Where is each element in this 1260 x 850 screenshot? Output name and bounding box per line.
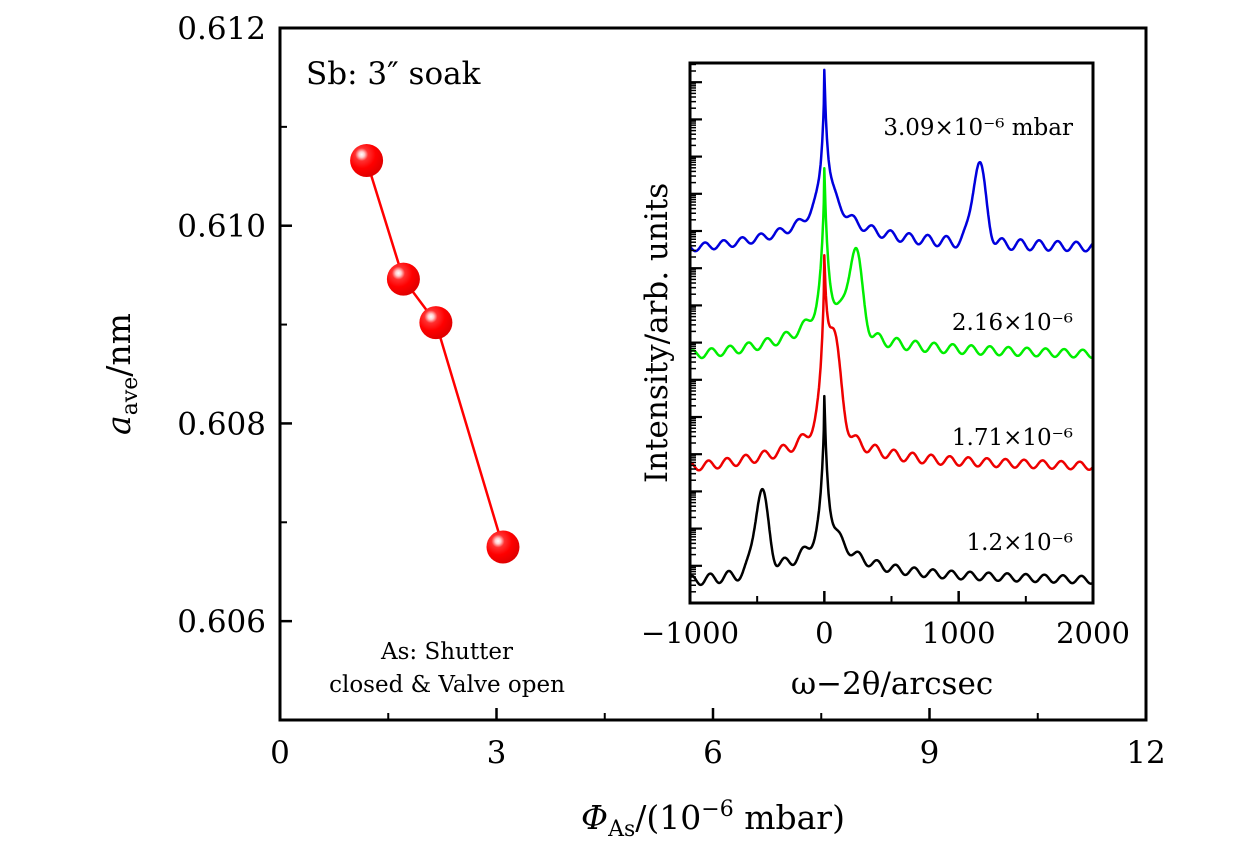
main-x-tick-label: 9 — [920, 735, 940, 771]
main-data-point — [419, 306, 453, 340]
main-y-tick-label: 0.606 — [177, 604, 266, 640]
y-label-sub: ave — [118, 377, 143, 416]
main-series-line — [365, 160, 505, 548]
main-y-tick-label: 0.612 — [177, 11, 266, 47]
main-x-axis-label: ΦAs/(10−6 mbar) — [581, 797, 845, 842]
inset-series-line — [689, 68, 1094, 253]
inset-plot: −1000 0 1000 2000 3.09×10⁻⁶ mbar 2.16×10⁻⁶ 1.… — [639, 61, 1130, 702]
inset-x-tick-label: 1000 — [922, 616, 996, 650]
main-data-point — [486, 530, 520, 564]
main-axes: 0 3 6 9 12 0.606 0.608 0.610 0.612 — [177, 11, 1165, 771]
x-label-rest: /(10 — [635, 798, 701, 837]
inset-series-labels: 3.09×10⁻⁶ mbar 2.16×10⁻⁶ 1.71×10⁻⁶ 1.2×10⁻⁶ — [883, 115, 1073, 556]
main-x-tick-label: 6 — [703, 735, 723, 771]
inset-series-line — [689, 254, 1094, 472]
main-x-tick-label: 0 — [270, 735, 290, 771]
main-data-point — [350, 143, 384, 177]
main-y-axis-label: aave/nm — [99, 313, 143, 435]
x-label-sup: −6 — [701, 797, 733, 822]
inset-series-line — [689, 167, 1094, 360]
main-x-tick-label: 12 — [1126, 735, 1165, 771]
x-label-unit: mbar) — [734, 798, 845, 837]
inset-x-ticks: −1000 0 1000 2000 — [641, 591, 1130, 650]
x-label-sub: As — [607, 817, 635, 842]
y-label-symbol: a — [99, 415, 138, 435]
main-y-ticks: 0.606 0.608 0.610 0.612 — [177, 11, 292, 640]
annotation-as-shutter-line1: As: Shutter — [380, 639, 513, 665]
inset-series — [689, 68, 1094, 587]
x-label-symbol: Φ — [581, 798, 608, 837]
inset-y-ticks — [690, 63, 702, 605]
main-data-point — [386, 262, 420, 296]
annotation-as-shutter-line2: closed & Valve open — [329, 672, 565, 698]
inset-series-label: 1.2×10⁻⁶ — [967, 530, 1073, 556]
inset-x-tick-label: −1000 — [641, 616, 739, 650]
inset-x-tick-label: 0 — [815, 616, 833, 650]
main-y-tick-label: 0.608 — [177, 406, 266, 442]
inset-series-label: 1.71×10⁻⁶ — [952, 425, 1073, 451]
main-y-tick-label: 0.610 — [177, 209, 266, 245]
inset-y-axis-label: Intensity/arb. units — [639, 183, 675, 483]
inset-series-label: 2.16×10⁻⁶ — [952, 310, 1073, 336]
y-label-rest: /nm — [99, 313, 138, 377]
annotation-sb-soak: Sb: 3″ soak — [306, 56, 481, 92]
inset-x-tick-label: 2000 — [1056, 616, 1130, 650]
main-x-tick-label: 3 — [487, 735, 507, 771]
main-series — [350, 143, 520, 564]
inset-series-line — [689, 394, 1094, 587]
inset-series-label: 3.09×10⁻⁶ mbar — [883, 115, 1073, 141]
inset-x-axis-label: ω−2θ/arcsec — [791, 666, 993, 702]
main-x-ticks: 0 3 6 9 12 — [270, 708, 1166, 771]
